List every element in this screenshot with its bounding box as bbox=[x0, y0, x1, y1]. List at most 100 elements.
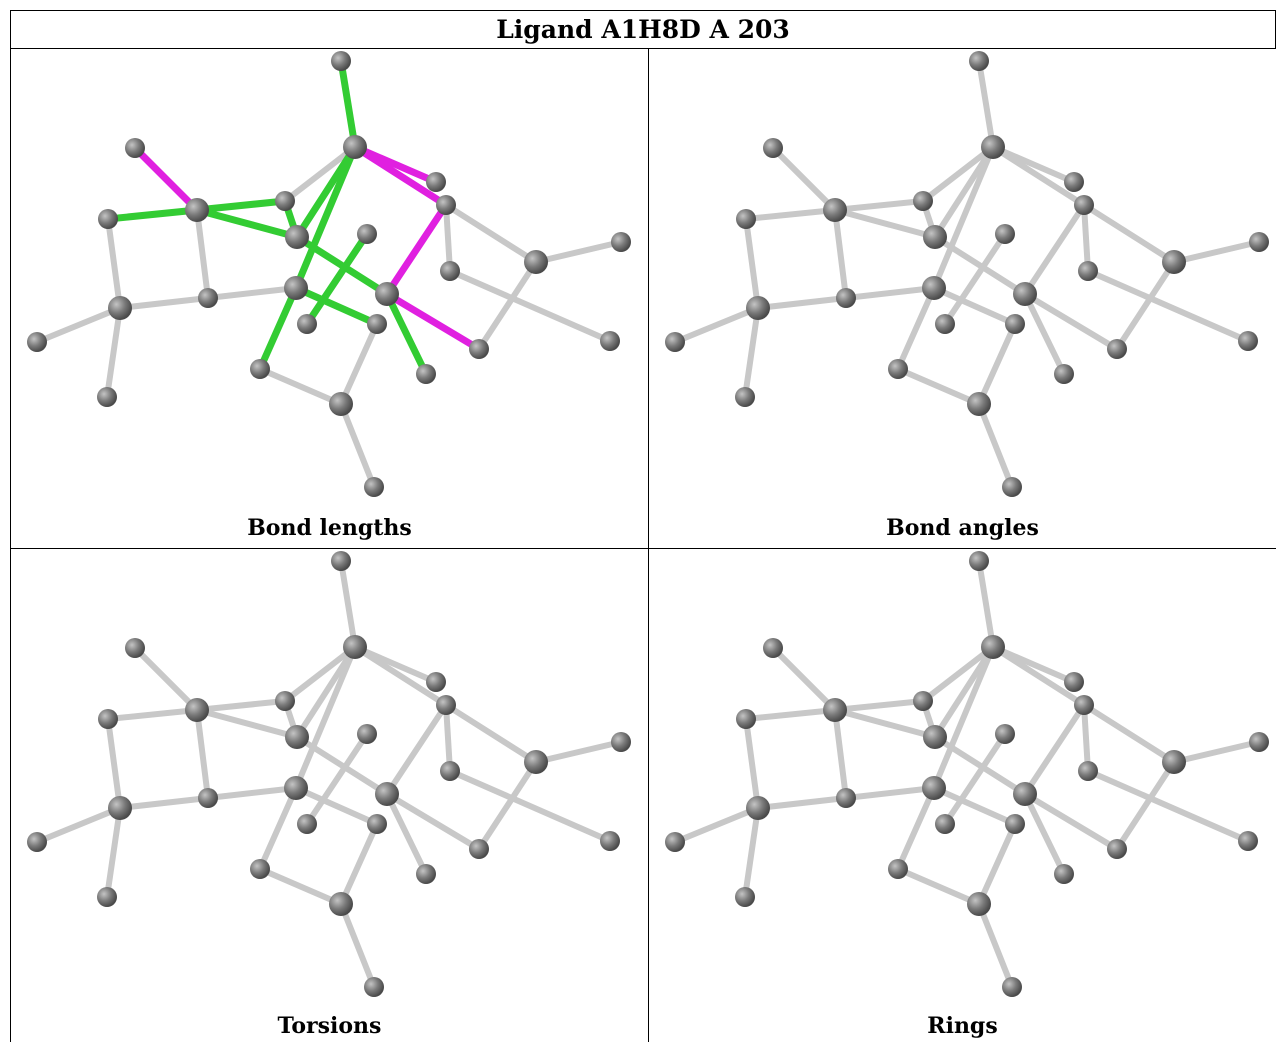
bond bbox=[931, 144, 996, 291]
bond bbox=[743, 207, 838, 222]
atom bbox=[995, 724, 1015, 744]
bond bbox=[920, 644, 996, 704]
bond bbox=[672, 805, 761, 845]
atom bbox=[935, 314, 955, 334]
bond bbox=[293, 785, 380, 827]
panel-caption: Rings bbox=[927, 1013, 998, 1039]
atom bbox=[198, 788, 218, 808]
atom bbox=[284, 276, 308, 300]
bond bbox=[1022, 291, 1120, 352]
bond bbox=[533, 739, 624, 765]
bond bbox=[976, 821, 1018, 907]
bond bbox=[293, 644, 358, 791]
bond bbox=[194, 707, 211, 801]
bond bbox=[932, 144, 996, 240]
atom bbox=[1064, 172, 1084, 192]
atom bbox=[98, 209, 118, 229]
atom bbox=[969, 51, 989, 71]
atom bbox=[440, 761, 460, 781]
bond bbox=[895, 785, 937, 872]
atom bbox=[367, 314, 387, 334]
bond-ok bbox=[193, 197, 289, 214]
bond bbox=[1085, 768, 1251, 844]
atom bbox=[426, 672, 446, 692]
atom bbox=[27, 832, 47, 852]
bond bbox=[770, 645, 838, 713]
atom bbox=[611, 232, 631, 252]
bond-outlier bbox=[383, 290, 483, 353]
atom bbox=[297, 814, 317, 834]
bond bbox=[257, 366, 344, 407]
atom bbox=[331, 51, 351, 71]
bond bbox=[832, 207, 849, 301]
bond-ok bbox=[337, 57, 359, 151]
atom bbox=[967, 392, 991, 416]
atom bbox=[735, 387, 755, 407]
bond bbox=[1171, 739, 1262, 765]
bond bbox=[942, 231, 1008, 327]
atom bbox=[763, 138, 783, 158]
bond bbox=[932, 234, 1028, 297]
atom bbox=[364, 477, 384, 497]
atom bbox=[1074, 195, 1094, 215]
table-border-top bbox=[10, 10, 1276, 11]
atom bbox=[275, 691, 295, 711]
atom bbox=[185, 698, 209, 722]
bond bbox=[843, 285, 937, 301]
atom bbox=[1013, 282, 1037, 306]
atom bbox=[1249, 732, 1269, 752]
atom bbox=[746, 796, 770, 820]
atom bbox=[275, 191, 295, 211]
atom bbox=[1013, 782, 1037, 806]
atom bbox=[1107, 339, 1127, 359]
atom bbox=[763, 638, 783, 658]
bond bbox=[742, 305, 761, 400]
bond bbox=[338, 901, 377, 990]
bond bbox=[1081, 202, 1177, 265]
bond bbox=[976, 901, 1015, 990]
atom bbox=[125, 638, 145, 658]
bond bbox=[105, 216, 123, 311]
atom bbox=[600, 331, 620, 351]
bond bbox=[117, 295, 211, 311]
atom bbox=[469, 839, 489, 859]
bond bbox=[443, 702, 453, 774]
bond-ok bbox=[256, 284, 300, 373]
bond-outlier bbox=[351, 143, 450, 209]
bond bbox=[338, 821, 380, 907]
bond-ok bbox=[292, 284, 381, 328]
bond bbox=[447, 768, 613, 844]
bond bbox=[384, 702, 449, 797]
atom bbox=[923, 725, 947, 749]
atom bbox=[416, 364, 436, 384]
atom bbox=[1249, 232, 1269, 252]
atom bbox=[98, 709, 118, 729]
bond bbox=[932, 734, 1028, 797]
atom bbox=[27, 332, 47, 352]
bond bbox=[205, 785, 299, 801]
atom bbox=[1162, 250, 1186, 274]
atom bbox=[1054, 864, 1074, 884]
atom bbox=[426, 172, 446, 192]
atom bbox=[1005, 814, 1025, 834]
atom bbox=[600, 831, 620, 851]
panel-caption: Bond angles bbox=[886, 515, 1039, 541]
atom bbox=[250, 359, 270, 379]
atom bbox=[611, 732, 631, 752]
atom bbox=[935, 814, 955, 834]
panel-caption: Bond lengths bbox=[247, 515, 412, 541]
atom bbox=[469, 339, 489, 359]
atom bbox=[357, 724, 377, 744]
atom bbox=[967, 892, 991, 916]
atom bbox=[969, 551, 989, 571]
atom bbox=[125, 138, 145, 158]
bond bbox=[976, 321, 1018, 407]
atom bbox=[284, 776, 308, 800]
bond bbox=[990, 644, 1087, 708]
bond bbox=[1022, 202, 1087, 297]
atom bbox=[995, 224, 1015, 244]
bond bbox=[1114, 759, 1177, 852]
bond bbox=[304, 731, 370, 827]
bond bbox=[895, 866, 982, 907]
atom bbox=[1005, 314, 1025, 334]
